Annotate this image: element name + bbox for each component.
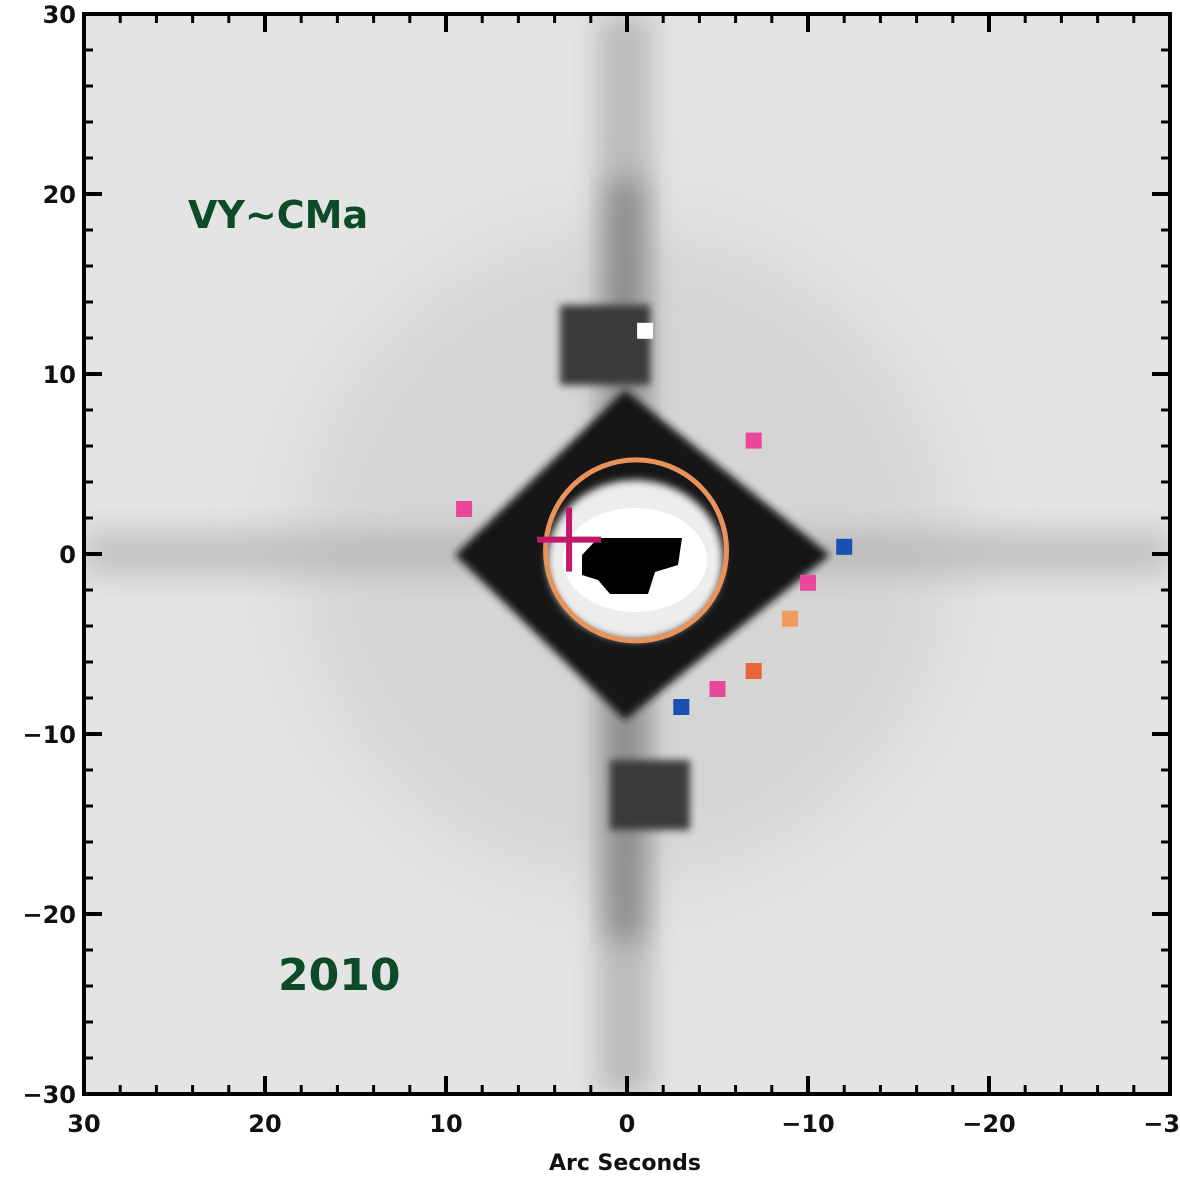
x-tick-label: 30: [67, 1110, 100, 1138]
y-tick-label: −10: [22, 721, 76, 749]
x-axis-label: Arc Seconds: [549, 1151, 701, 1176]
data-marker: [745, 432, 762, 449]
data-marker: [836, 538, 853, 555]
data-marker: [637, 322, 654, 339]
x-tick-label: 10: [429, 1110, 462, 1138]
chart-marks: [456, 322, 853, 715]
aperture-circle: [543, 457, 730, 644]
data-marker: [781, 610, 798, 627]
star-image: [84, 14, 1170, 1094]
x-tick-label: −20: [962, 1110, 1016, 1138]
object-name-label: VY~CMa: [188, 193, 368, 237]
x-tick-label: −10: [781, 1110, 835, 1138]
year-label: 2010: [278, 950, 400, 1001]
y-tick-label: 20: [43, 181, 76, 209]
y-tick-label: 30: [43, 1, 76, 29]
y-tick-label: 0: [59, 541, 76, 569]
x-tick-label: −30: [1143, 1110, 1180, 1138]
x-tick-label: 20: [248, 1110, 281, 1138]
data-marker: [709, 681, 726, 697]
data-marker: [800, 574, 816, 591]
position-cross: [537, 507, 602, 572]
y-tick-label: 10: [43, 361, 76, 389]
y-tick-label: −30: [22, 1081, 76, 1109]
x-tick-label: 0: [619, 1110, 636, 1138]
y-tick-label: −20: [22, 901, 76, 929]
data-marker: [456, 501, 473, 517]
data-marker: [673, 699, 690, 715]
data-marker: [745, 663, 762, 679]
